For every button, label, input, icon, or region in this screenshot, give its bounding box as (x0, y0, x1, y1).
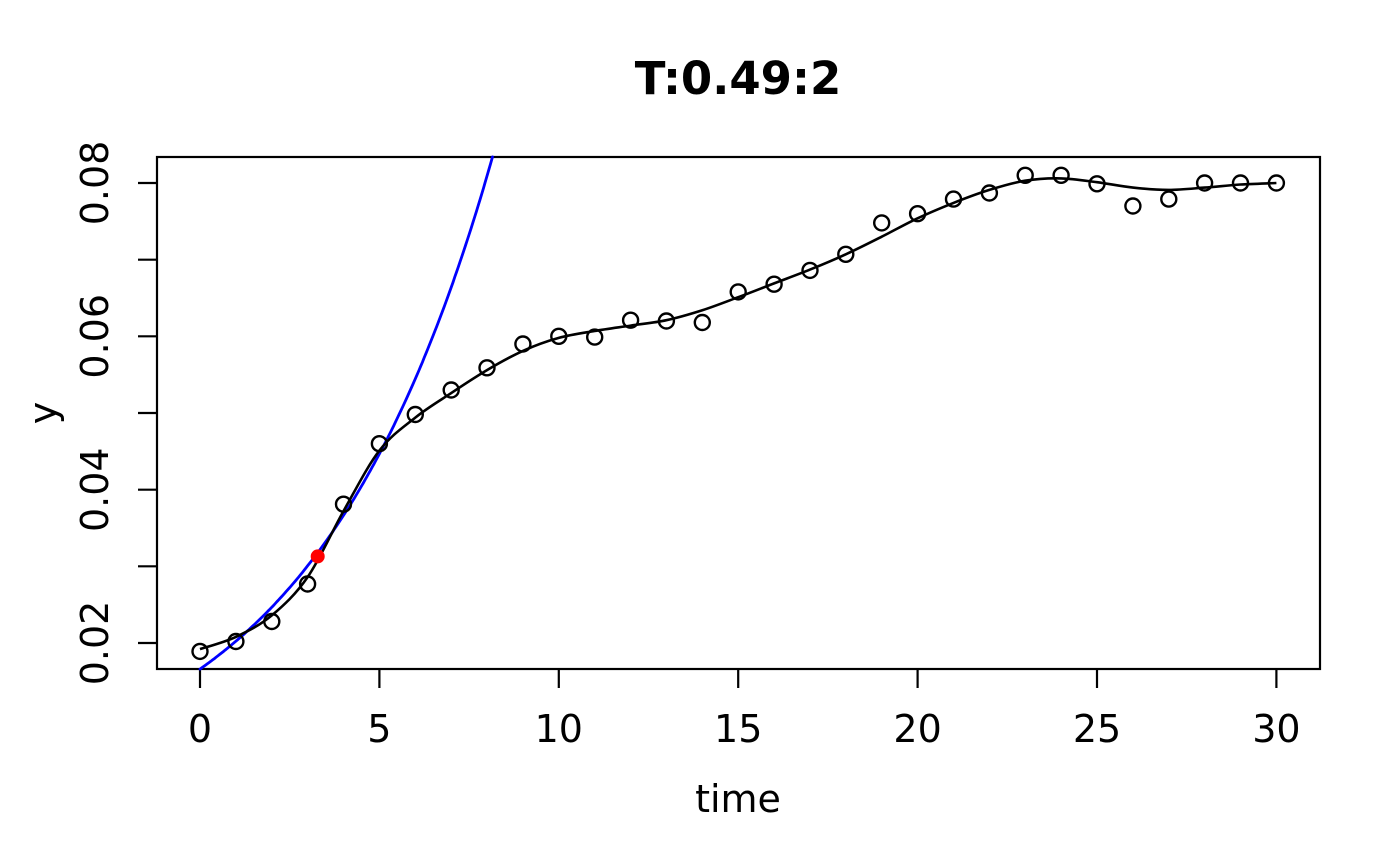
data-point (1267, 174, 1286, 192)
data-point (1016, 166, 1034, 185)
data-point (837, 245, 855, 264)
data-point (1195, 174, 1214, 192)
data-point (298, 575, 317, 593)
data-point (550, 327, 568, 345)
data-point (801, 261, 819, 280)
data-point (873, 214, 891, 232)
data-point (980, 184, 999, 202)
data-point (478, 359, 496, 377)
y-tick-label: 0.04 (73, 447, 117, 532)
data-point (406, 405, 424, 424)
data-point (514, 335, 532, 353)
axes-layer: 0 5 10 15 20 25 30 0.02 0.04 0.06 0.08 (73, 141, 1322, 751)
x-axis-label: time (695, 777, 781, 821)
data-point (1160, 190, 1178, 208)
plot-box (155, 155, 1322, 671)
y-tick-label: 0.06 (73, 294, 117, 379)
data-point (729, 283, 747, 301)
data-point (908, 204, 927, 223)
x-tick-label: 20 (893, 707, 941, 751)
x-tick-label: 30 (1252, 707, 1300, 751)
data-point (621, 311, 640, 329)
data-point (944, 190, 963, 208)
x-tick-label: 5 (367, 707, 391, 751)
highlight-point (310, 549, 325, 564)
data-point (370, 435, 389, 453)
data-point (586, 328, 604, 346)
data-layer (191, 155, 1286, 671)
data-point (1124, 197, 1142, 215)
data-point (227, 632, 245, 651)
data-point (1052, 166, 1070, 185)
y-axis-label: y (21, 402, 65, 425)
y-tick-label: 0.02 (73, 601, 117, 686)
exponential-curve (198, 155, 494, 671)
data-point (765, 275, 783, 293)
data-point (657, 312, 676, 330)
y-tick-label: 0.08 (73, 141, 117, 226)
x-tick-label: 15 (714, 707, 762, 751)
data-point (442, 381, 460, 399)
smooth-fit-curve (199, 177, 1277, 651)
x-tick-label: 25 (1073, 707, 1121, 751)
data-point (263, 612, 281, 631)
data-point (191, 642, 209, 661)
x-tick-label: 0 (188, 707, 212, 751)
data-point (1088, 175, 1106, 193)
x-tick-label: 10 (535, 707, 583, 751)
data-point (1231, 174, 1250, 192)
data-point (693, 313, 711, 332)
chart-title: T:0.49:2 (635, 52, 842, 105)
data-point (334, 495, 353, 513)
